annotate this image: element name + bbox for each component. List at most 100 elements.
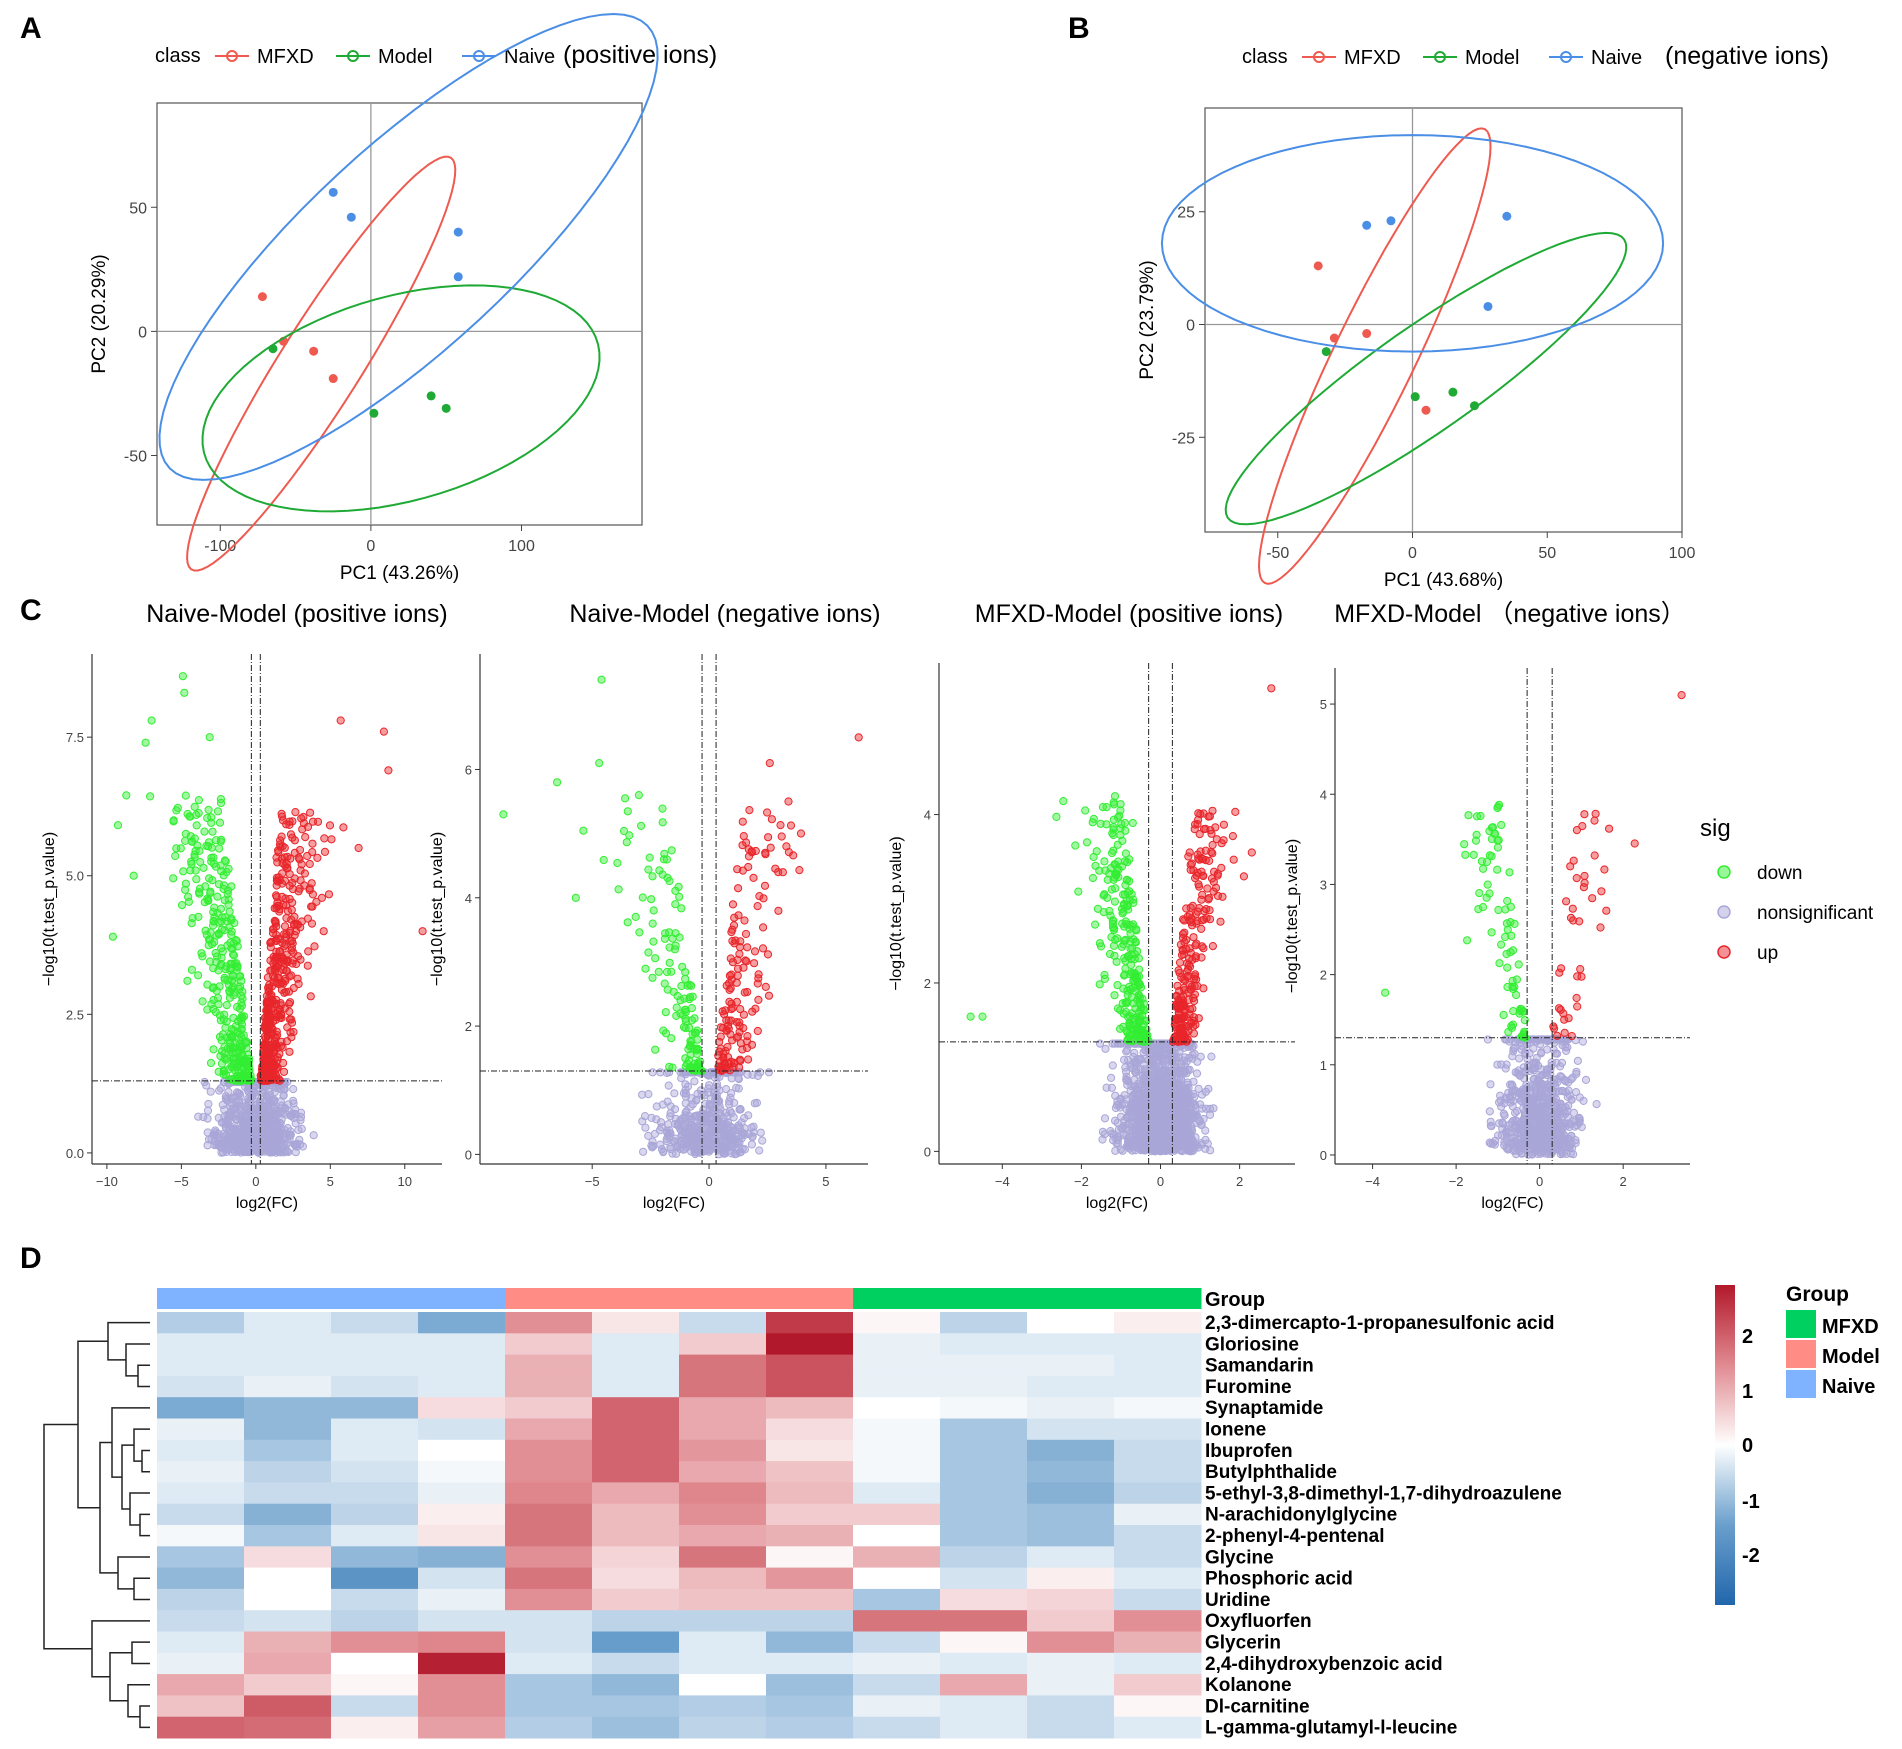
point-up bbox=[1182, 935, 1191, 945]
point-nonsig bbox=[200, 1077, 209, 1087]
point-down bbox=[201, 926, 210, 935]
point-up bbox=[263, 1027, 272, 1036]
point-down bbox=[215, 982, 224, 991]
point-down bbox=[671, 900, 680, 909]
point-up bbox=[767, 815, 777, 824]
point-nonsig bbox=[1542, 1069, 1551, 1078]
point-nonsig bbox=[1126, 1107, 1135, 1116]
point-nonsig bbox=[1182, 1124, 1191, 1133]
x-tick-label: −5 bbox=[174, 1174, 189, 1189]
x-tick-label: 10 bbox=[398, 1174, 412, 1189]
ellipse-naive bbox=[158, 12, 659, 481]
point-nonsig bbox=[747, 1140, 757, 1149]
point-down bbox=[231, 936, 240, 945]
point-up bbox=[1217, 863, 1226, 873]
point-up bbox=[728, 925, 737, 934]
point-down bbox=[229, 1013, 238, 1023]
point-down bbox=[187, 857, 196, 866]
point-up bbox=[715, 1065, 724, 1075]
point-nonsig bbox=[639, 1147, 648, 1156]
point-up bbox=[263, 1068, 272, 1077]
point-nonsig bbox=[704, 1071, 713, 1080]
panel-letter-d: D bbox=[20, 1242, 42, 1275]
point-nonsig bbox=[291, 1119, 300, 1128]
point-nonsig bbox=[1188, 1043, 1197, 1052]
x-tick-label: −10 bbox=[96, 1174, 118, 1189]
point-nonsig bbox=[1578, 1037, 1588, 1046]
point-up bbox=[1197, 953, 1206, 962]
point-down bbox=[237, 1055, 246, 1064]
point-up bbox=[270, 916, 279, 926]
point-nonsig bbox=[252, 1133, 261, 1142]
point-down bbox=[226, 959, 235, 968]
point-down bbox=[1098, 803, 1108, 812]
point-down bbox=[1100, 857, 1109, 866]
point-up bbox=[273, 1043, 282, 1052]
point-nonsig bbox=[1120, 1099, 1129, 1109]
point-nonsig bbox=[265, 1087, 274, 1096]
point-nonsig bbox=[289, 1085, 298, 1094]
point-down bbox=[190, 802, 199, 812]
point-down bbox=[202, 841, 211, 851]
point-up bbox=[1184, 995, 1193, 1005]
point-nonsig bbox=[1563, 1043, 1572, 1052]
point-down bbox=[672, 1003, 681, 1012]
point-up bbox=[306, 992, 315, 1001]
point-nonsig bbox=[1158, 1086, 1167, 1095]
point-nonsig bbox=[1158, 1110, 1167, 1119]
point-up bbox=[1208, 840, 1217, 850]
ellipse-mfxd bbox=[1257, 127, 1492, 585]
point-down bbox=[1120, 954, 1129, 963]
point-nonsig bbox=[743, 1070, 752, 1079]
point-up bbox=[1187, 985, 1196, 994]
point-up bbox=[265, 984, 274, 993]
point-down bbox=[978, 1012, 987, 1021]
point-up bbox=[784, 797, 793, 806]
y-axis-label: PC2 (23.79%) bbox=[1137, 260, 1158, 379]
point-nonsig bbox=[266, 1132, 275, 1141]
point-down bbox=[661, 1008, 670, 1017]
point-down bbox=[1105, 949, 1115, 959]
point-down bbox=[225, 907, 234, 916]
point-down bbox=[216, 795, 225, 804]
point-nonsig bbox=[755, 1146, 764, 1155]
point-nonsig bbox=[690, 1148, 699, 1157]
point-down bbox=[671, 929, 680, 938]
point-up bbox=[733, 955, 742, 965]
point-down bbox=[227, 927, 236, 936]
point-up bbox=[763, 950, 773, 959]
point-up bbox=[257, 1073, 266, 1082]
point-up bbox=[726, 984, 735, 993]
point-nonsig bbox=[1513, 1128, 1522, 1137]
point-up bbox=[295, 845, 305, 855]
point-mfxd bbox=[1421, 405, 1431, 415]
point-nonsig bbox=[664, 1120, 673, 1129]
point-nonsig bbox=[1569, 1150, 1578, 1159]
point-nonsig bbox=[690, 1077, 699, 1086]
point-up bbox=[758, 944, 768, 953]
point-up bbox=[761, 982, 770, 992]
point-up bbox=[728, 936, 737, 946]
point-down bbox=[210, 913, 219, 922]
point-down bbox=[216, 904, 225, 914]
point-naive bbox=[453, 227, 463, 237]
point-nonsig bbox=[1195, 1117, 1204, 1126]
point-down bbox=[641, 964, 650, 973]
point-down bbox=[1136, 983, 1146, 992]
point-nonsig bbox=[764, 1068, 774, 1077]
point-nonsig bbox=[1567, 1075, 1576, 1084]
point-up bbox=[776, 821, 785, 830]
point-nonsig bbox=[1131, 1068, 1140, 1077]
point-nonsig bbox=[217, 1118, 226, 1127]
legend-title: class bbox=[155, 45, 201, 67]
point-down bbox=[113, 821, 123, 830]
point-nonsig bbox=[276, 1097, 285, 1106]
point-down bbox=[223, 941, 232, 950]
point-down bbox=[687, 1016, 697, 1025]
panel-letter-b: B bbox=[1068, 12, 1090, 45]
point-up bbox=[1180, 928, 1189, 937]
panel-letter-a: A bbox=[20, 12, 42, 45]
point-up bbox=[761, 848, 770, 858]
point-down bbox=[659, 1026, 668, 1035]
point-nonsig bbox=[658, 1100, 668, 1109]
